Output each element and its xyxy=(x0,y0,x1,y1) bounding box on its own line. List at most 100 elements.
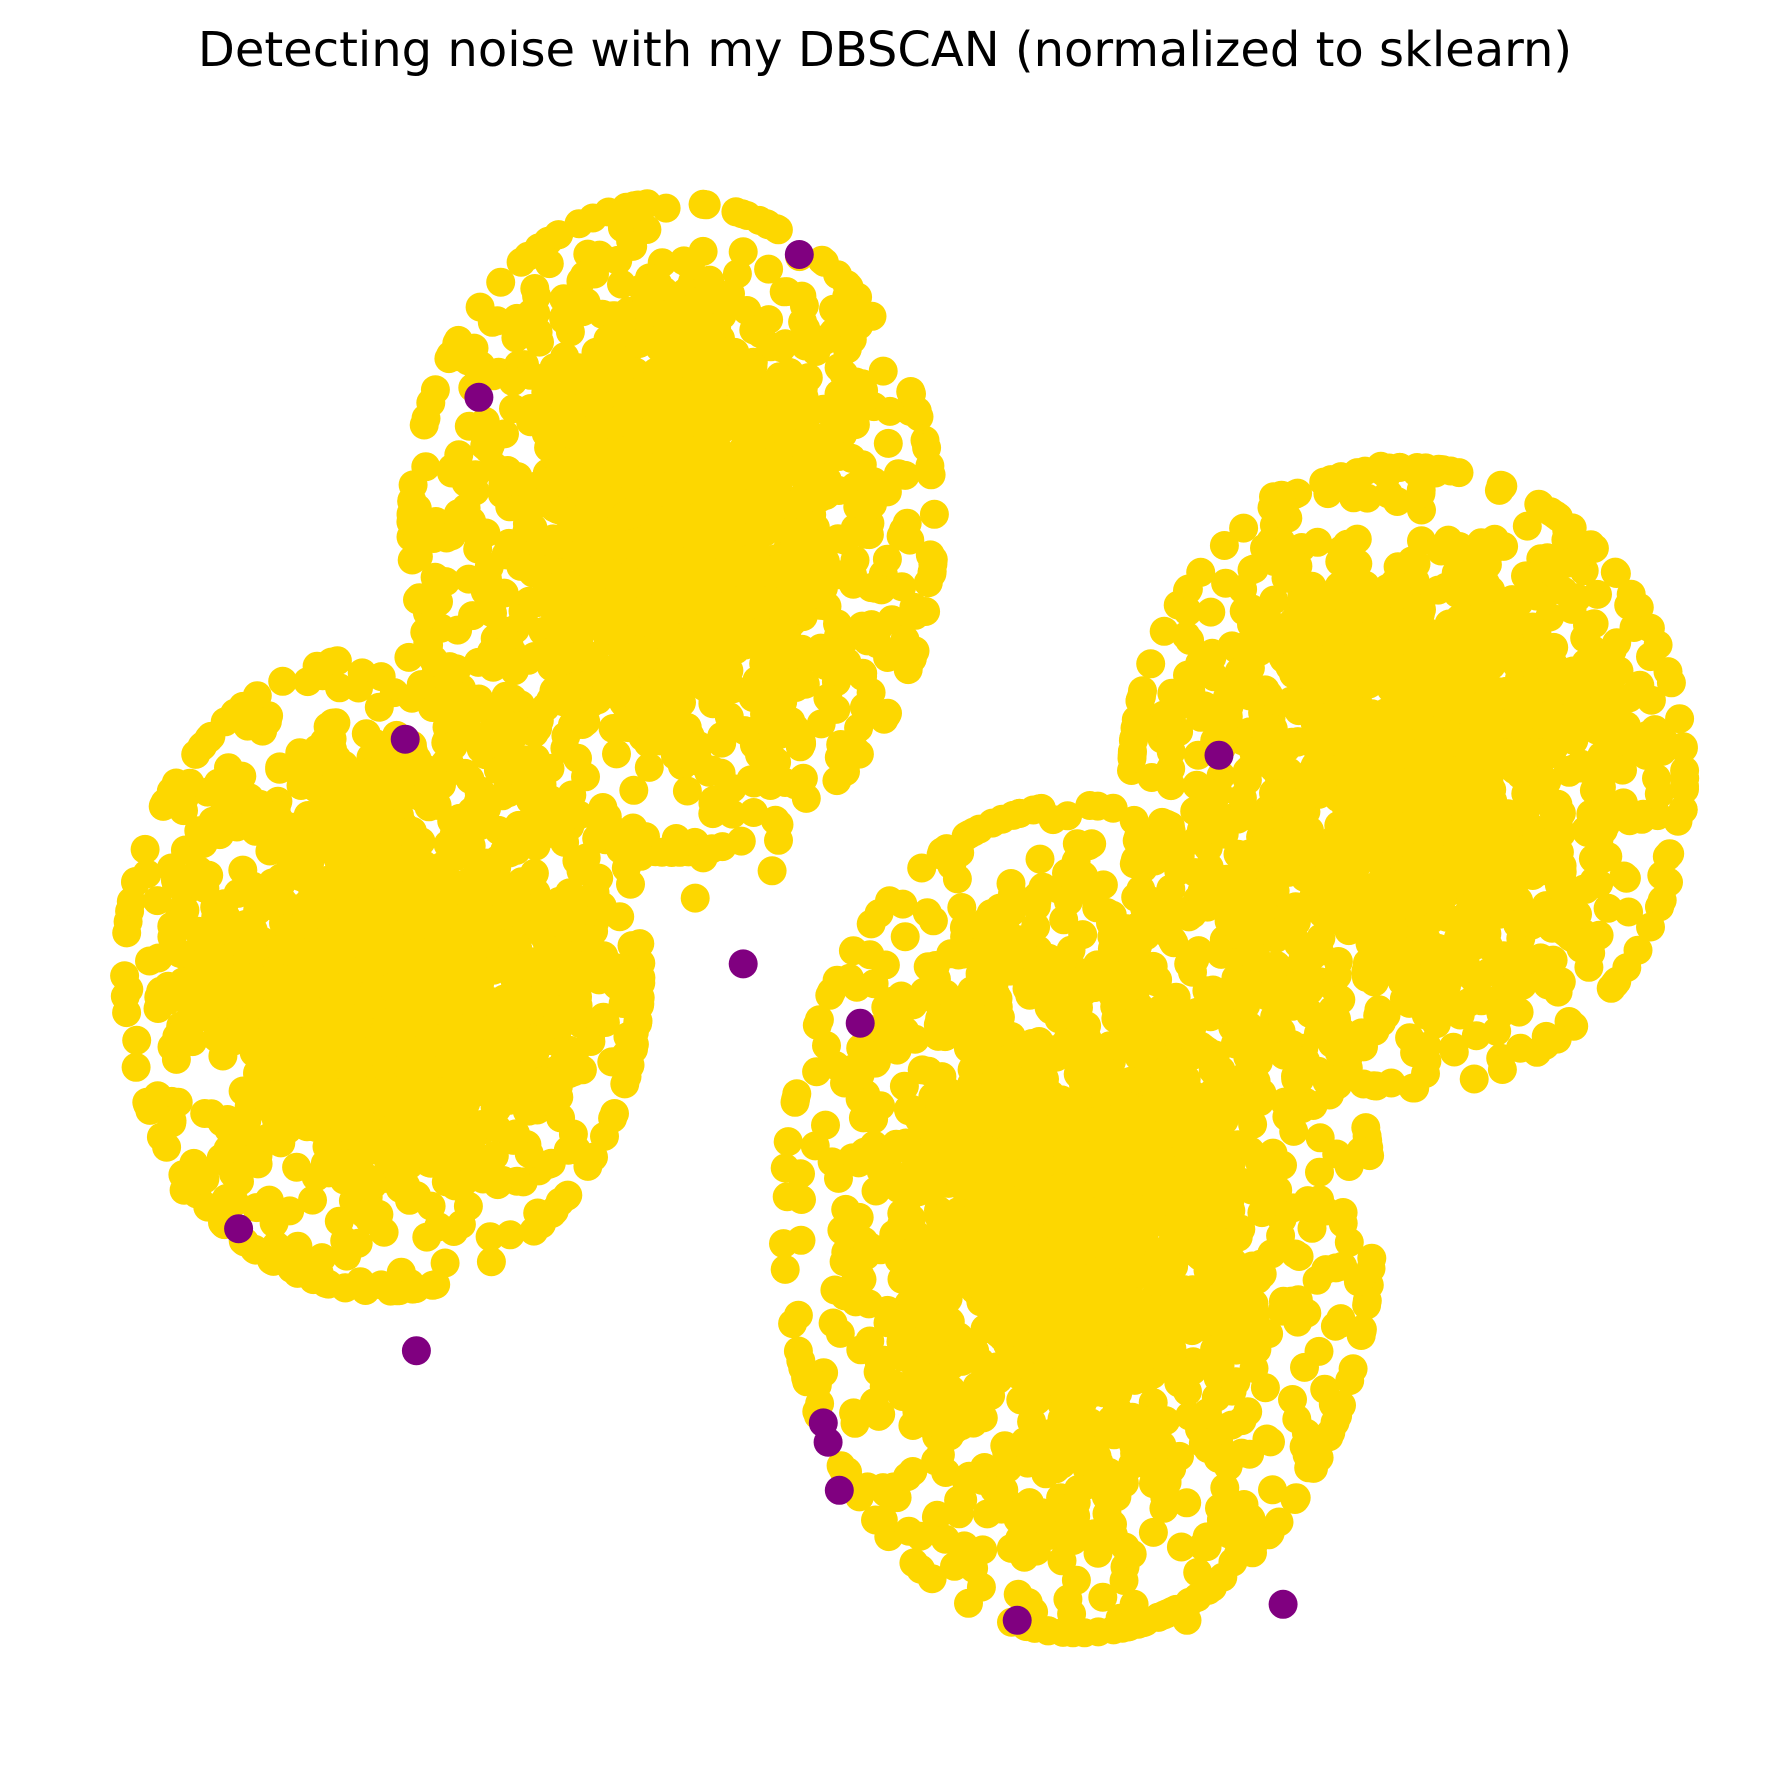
cluster-point xyxy=(190,873,220,903)
cluster-point xyxy=(1068,920,1098,950)
cluster-point xyxy=(596,516,626,546)
cluster-point xyxy=(475,430,505,460)
cluster-point xyxy=(471,1066,501,1096)
cluster-point xyxy=(900,1024,930,1054)
cluster-point xyxy=(611,853,641,883)
cluster-point xyxy=(550,733,580,763)
cluster-point xyxy=(1192,1398,1222,1428)
cluster-point xyxy=(328,838,358,868)
cluster-point xyxy=(519,642,549,671)
cluster-point xyxy=(584,965,614,995)
cluster-point xyxy=(681,317,711,347)
cluster-point xyxy=(426,1028,456,1058)
cluster-point xyxy=(868,356,898,386)
cluster-point xyxy=(548,646,578,676)
cluster-point xyxy=(848,1103,878,1133)
cluster-point xyxy=(1082,1106,1112,1136)
cluster-point xyxy=(402,539,432,569)
cluster-point xyxy=(787,634,817,664)
cluster-point xyxy=(1123,1122,1153,1152)
cluster-point xyxy=(992,1135,1022,1165)
cluster-point xyxy=(557,451,587,481)
cluster-point xyxy=(1207,1199,1237,1229)
cluster-point xyxy=(716,511,746,541)
cluster-point xyxy=(929,1071,958,1101)
cluster-point xyxy=(787,281,817,311)
cluster-point xyxy=(899,1548,929,1578)
cluster-point xyxy=(858,489,887,519)
cluster-point xyxy=(894,1096,924,1126)
cluster-point xyxy=(1338,1354,1368,1384)
cluster-point xyxy=(680,883,710,913)
cluster-point xyxy=(666,828,696,858)
cluster-point xyxy=(476,987,506,1016)
cluster-point xyxy=(861,573,891,603)
cluster-point xyxy=(552,576,582,606)
cluster-point xyxy=(1193,1434,1223,1464)
cluster-point xyxy=(626,636,656,666)
cluster-point xyxy=(394,642,424,672)
cluster-point xyxy=(156,776,186,806)
cluster-point xyxy=(624,329,654,358)
cluster-point xyxy=(282,1152,312,1182)
cluster-point xyxy=(918,1363,948,1393)
cluster-point xyxy=(722,259,752,289)
cluster-point xyxy=(814,557,844,587)
cluster-point xyxy=(539,353,569,383)
cluster-point xyxy=(376,1029,406,1058)
cluster-point xyxy=(458,348,488,378)
cluster-point xyxy=(707,728,737,758)
cluster-point xyxy=(1292,1298,1322,1328)
cluster-point xyxy=(627,273,657,303)
cluster-point xyxy=(299,940,329,970)
cluster-point xyxy=(1281,1483,1311,1513)
cluster-point xyxy=(530,756,560,786)
cluster-point xyxy=(506,551,536,581)
cluster-point xyxy=(975,1238,1005,1267)
cluster-point xyxy=(589,941,619,971)
cluster-point xyxy=(655,410,685,440)
cluster-point xyxy=(616,500,646,530)
cluster-point xyxy=(636,483,666,513)
cluster-point xyxy=(782,1079,812,1109)
cluster-point xyxy=(508,604,538,633)
cluster-point xyxy=(788,307,818,337)
cluster-point xyxy=(536,685,565,715)
cluster-point xyxy=(235,1145,265,1175)
cluster-point xyxy=(1098,793,1128,823)
cluster-point xyxy=(259,1208,289,1238)
cluster-point xyxy=(925,1203,955,1233)
cluster-point xyxy=(693,614,723,643)
cluster-point xyxy=(783,1300,813,1330)
cluster-point xyxy=(871,992,901,1022)
cluster-point xyxy=(254,891,284,920)
cluster-point xyxy=(337,1149,367,1179)
cluster-point xyxy=(516,407,546,437)
cluster-point xyxy=(768,687,798,717)
cluster-point xyxy=(487,781,517,811)
cluster-point xyxy=(470,577,500,606)
cluster-point xyxy=(776,517,806,547)
cluster-point xyxy=(265,754,295,784)
cluster-point xyxy=(972,1499,1002,1529)
cluster-point xyxy=(465,292,495,322)
cluster-point xyxy=(864,1401,894,1431)
cluster-point xyxy=(476,1247,506,1277)
cluster-point xyxy=(1058,1491,1088,1521)
cluster-point xyxy=(1290,1352,1319,1382)
cluster-point xyxy=(475,1222,505,1252)
cluster-point xyxy=(396,900,426,930)
cluster-point xyxy=(688,843,718,873)
cluster-point xyxy=(873,698,902,728)
cluster-point xyxy=(770,1254,800,1284)
cluster-point xyxy=(580,586,610,616)
cluster-point xyxy=(730,716,760,746)
cluster-point xyxy=(694,403,724,433)
cluster-point xyxy=(809,247,839,277)
cluster-point xyxy=(823,609,852,639)
cluster-point xyxy=(954,910,984,940)
cluster-point xyxy=(626,608,656,637)
cluster-point xyxy=(558,1119,588,1149)
cluster-point xyxy=(1119,1589,1149,1619)
cluster-point xyxy=(672,776,702,806)
